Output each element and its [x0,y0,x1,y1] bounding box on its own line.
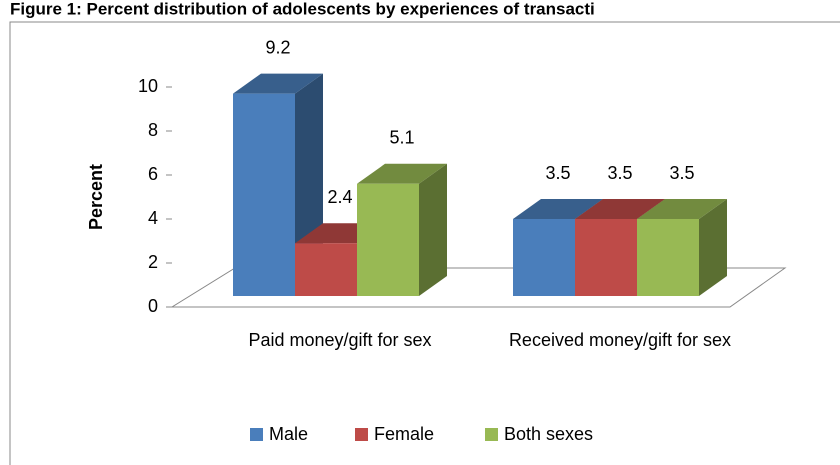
legend-label: Both sexes [504,424,593,444]
x-tick-label: Received money/gift for sex [508,330,732,350]
floor [170,267,787,308]
bar-front [233,93,295,296]
data-label: 5.1 [389,128,414,148]
legend-swatch [485,428,498,441]
y-tick-label: 8 [148,120,158,140]
bar-top [513,199,603,219]
chart-border [9,21,840,465]
data-label: 3.5 [607,163,632,183]
bar-top [357,163,447,184]
bar-top [637,199,727,219]
bar-front [295,243,357,296]
x-tick-label: Paid money/gift for sex [248,330,432,350]
y-axis-label: Percent [86,164,106,230]
bar-front [357,183,419,296]
data-label: 2.4 [327,187,352,207]
data-label: 9.2 [265,37,290,57]
chart-title: Figure 1: Percent distribution of adoles… [10,0,595,18]
bar-front [575,219,637,296]
bar-front [513,219,575,296]
bar-top [233,73,323,94]
legend-swatch [250,428,263,441]
y-tick-label: 0 [148,296,158,316]
bar-side [699,199,727,296]
data-label: 3.5 [669,163,694,183]
bar [357,163,447,296]
y-tick-label: 2 [148,252,158,272]
bar-side [419,163,447,296]
legend-label: Male [269,424,308,444]
legend-label: Female [374,424,434,444]
legend-swatch [355,428,368,441]
bar-front [637,219,699,296]
data-label: 3.5 [545,163,570,183]
y-tick-label: 4 [148,208,158,228]
y-tick-label: 10 [138,76,158,96]
y-tick-label: 6 [148,164,158,184]
bar [637,199,727,296]
bar-top [575,199,665,219]
